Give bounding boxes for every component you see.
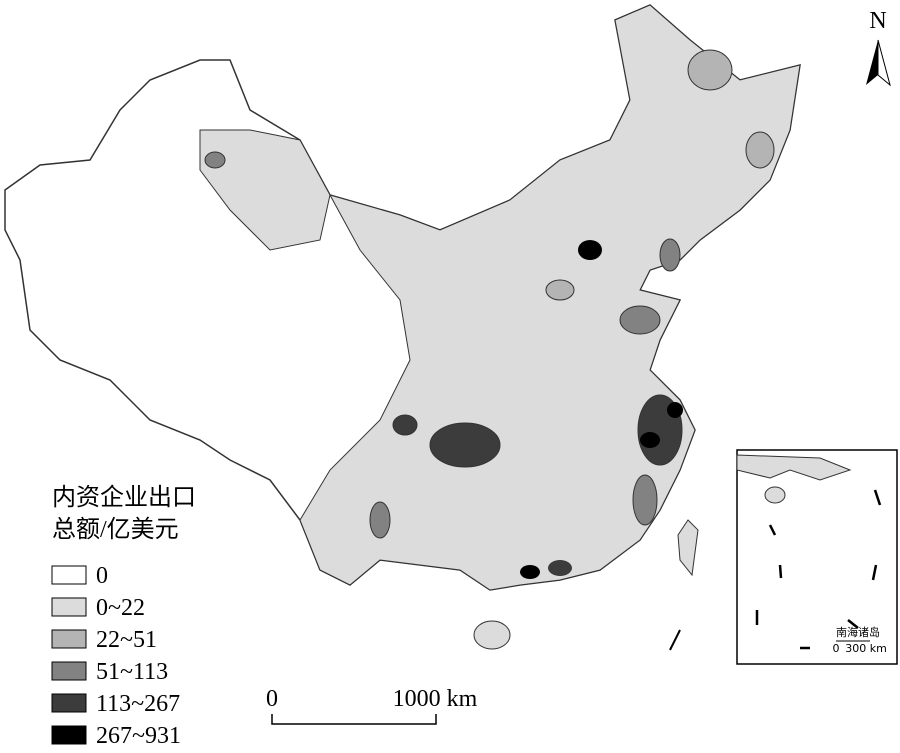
taiwan	[677, 519, 699, 577]
north-arrow	[877, 39, 891, 87]
region-darker	[548, 560, 572, 576]
inset-scale-start: 0	[833, 642, 840, 655]
legend-swatch	[51, 693, 87, 713]
scale-bar	[271, 714, 437, 725]
legend-label: 267~931	[96, 723, 181, 748]
hainan	[473, 620, 511, 650]
legend-title: 总额/亿美元	[52, 516, 179, 543]
maritime-line	[669, 629, 681, 651]
region-darker	[392, 414, 418, 436]
region-dark	[659, 238, 681, 272]
region-gray	[687, 49, 733, 91]
inset-frame	[736, 449, 898, 665]
region-gray	[545, 279, 575, 301]
legend-label: 51~113	[96, 659, 168, 685]
region-dark	[204, 151, 226, 169]
legend-label: 22~51	[96, 627, 157, 653]
legend-swatch	[51, 661, 87, 681]
northwest-region	[199, 129, 331, 251]
region-darker	[632, 474, 658, 526]
legend-swatch	[51, 629, 87, 649]
north-arrow	[866, 40, 878, 85]
region-dark	[369, 501, 391, 539]
region-black	[578, 240, 602, 260]
inset-coast	[736, 454, 852, 481]
north-label: N	[869, 8, 886, 34]
scale-end: 1000 km	[393, 686, 478, 712]
inset-scale-end: 300 km	[845, 642, 887, 655]
legend-swatch	[51, 597, 87, 617]
region-black	[667, 402, 683, 418]
legend-swatch	[51, 565, 87, 585]
scale-start: 0	[266, 686, 278, 712]
region-darker	[429, 422, 501, 468]
legend-label: 113~267	[96, 691, 180, 717]
region-black	[640, 432, 660, 448]
legend-swatch	[51, 725, 87, 745]
region-dark	[619, 305, 661, 335]
region-gray	[745, 131, 775, 169]
legend-title: 内资企业出口	[52, 484, 196, 511]
inset-dashes	[755, 489, 882, 650]
region-black	[520, 565, 540, 579]
inset-hainan	[764, 486, 786, 504]
inset-label: 南海诸岛	[836, 625, 880, 639]
legend-label: 0	[96, 563, 108, 589]
legend-label: 0~22	[96, 595, 145, 621]
